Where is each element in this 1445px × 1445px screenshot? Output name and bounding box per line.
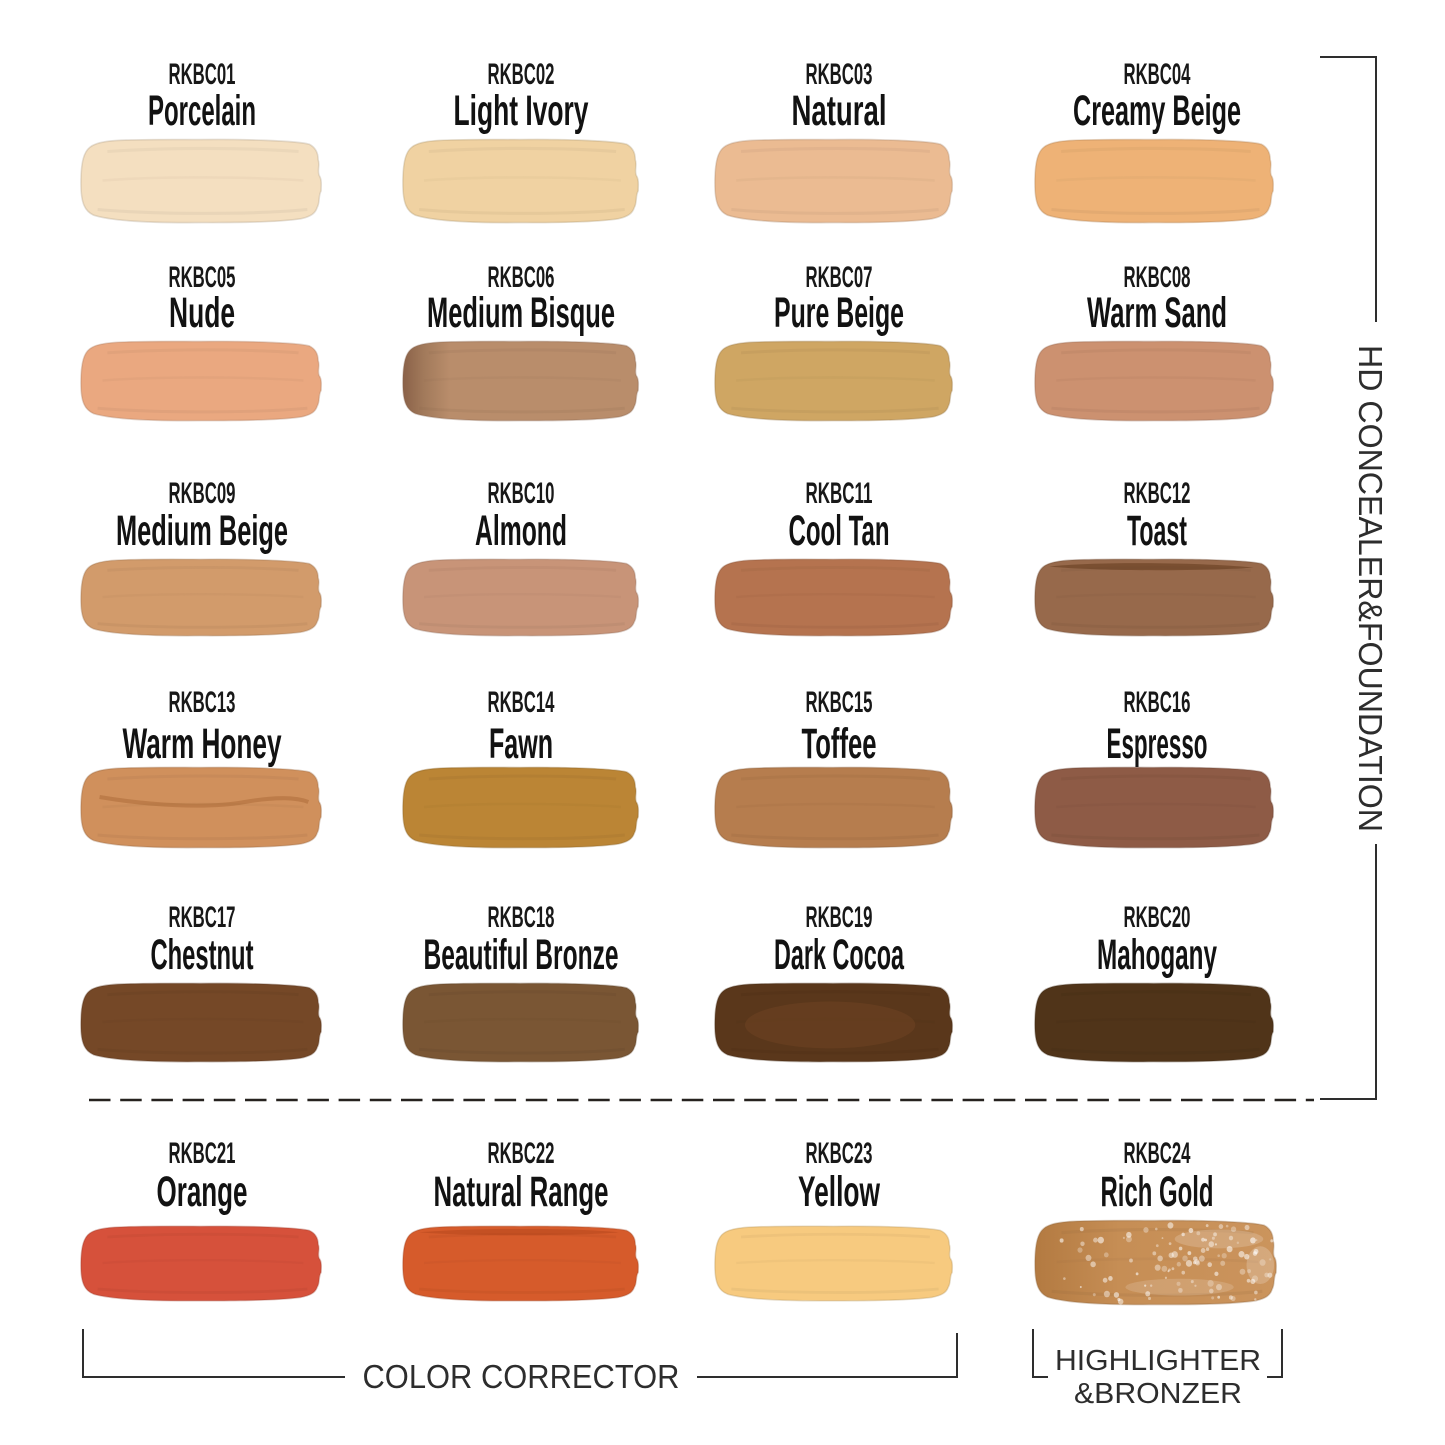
svg-text:Medium Bisque: Medium Bisque xyxy=(427,289,615,337)
svg-text:RKBC24: RKBC24 xyxy=(1124,1137,1191,1170)
svg-text:RKBC13: RKBC13 xyxy=(169,686,236,719)
svg-text:Nude: Nude xyxy=(169,289,235,337)
svg-text:RKBC14: RKBC14 xyxy=(488,686,555,719)
svg-text:RKBC05: RKBC05 xyxy=(169,261,236,294)
svg-text:Medium Beige: Medium Beige xyxy=(116,507,288,555)
svg-text:Porcelain: Porcelain xyxy=(148,87,256,135)
svg-text:Light Ivory: Light Ivory xyxy=(454,87,589,135)
svg-text:Creamy Beige: Creamy Beige xyxy=(1073,87,1241,135)
svg-text:Dark Cocoa: Dark Cocoa xyxy=(774,931,905,979)
svg-text:RKBC20: RKBC20 xyxy=(1124,901,1191,934)
svg-text:RKBC18: RKBC18 xyxy=(488,901,555,934)
svg-text:Almond: Almond xyxy=(475,507,567,555)
svg-text:RKBC08: RKBC08 xyxy=(1124,261,1191,294)
svg-text:RKBC22: RKBC22 xyxy=(488,1137,555,1170)
svg-text:RKBC21: RKBC21 xyxy=(169,1137,236,1170)
svg-text:Warm Sand: Warm Sand xyxy=(1087,289,1227,337)
svg-text:RKBC15: RKBC15 xyxy=(806,686,873,719)
svg-text:RKBC19: RKBC19 xyxy=(806,901,873,934)
svg-text:Toffee: Toffee xyxy=(802,720,877,768)
svg-text:Fawn: Fawn xyxy=(489,720,553,768)
svg-text:RKBC07: RKBC07 xyxy=(806,261,873,294)
svg-text:Toast: Toast xyxy=(1127,507,1187,555)
svg-text:Rich Gold: Rich Gold xyxy=(1101,1168,1214,1216)
svg-text:Yellow: Yellow xyxy=(798,1168,880,1216)
svg-text:Pure Beige: Pure Beige xyxy=(774,289,904,337)
svg-text:Chestnut: Chestnut xyxy=(151,931,254,979)
svg-text:RKBC03: RKBC03 xyxy=(806,58,873,91)
svg-text:RKBC10: RKBC10 xyxy=(488,477,555,510)
svg-text:Beautiful Bronze: Beautiful Bronze xyxy=(424,931,619,979)
svg-text:RKBC16: RKBC16 xyxy=(1124,686,1191,719)
svg-text:COLOR CORRECTOR: COLOR CORRECTOR xyxy=(363,1358,680,1395)
svg-text:RKBC06: RKBC06 xyxy=(488,261,555,294)
svg-text:Warm Honey: Warm Honey xyxy=(123,720,282,768)
svg-text:Cool Tan: Cool Tan xyxy=(789,507,890,555)
svg-text:RKBC12: RKBC12 xyxy=(1124,477,1191,510)
svg-text:Natural: Natural xyxy=(792,87,887,135)
svg-text:RKBC17: RKBC17 xyxy=(169,901,236,934)
svg-text:RKBC23: RKBC23 xyxy=(806,1137,873,1170)
svg-text:RKBC01: RKBC01 xyxy=(169,58,236,91)
svg-text:&BRONZER: &BRONZER xyxy=(1074,1378,1242,1410)
svg-text:RKBC09: RKBC09 xyxy=(169,477,236,510)
svg-text:Mahogany: Mahogany xyxy=(1097,931,1217,979)
svg-text:RKBC11: RKBC11 xyxy=(806,477,873,510)
svg-text:RKBC02: RKBC02 xyxy=(488,58,555,91)
svg-text:HD CONCEALER&FOUNDATION: HD CONCEALER&FOUNDATION xyxy=(1352,345,1389,832)
svg-text:RKBC04: RKBC04 xyxy=(1124,58,1191,91)
svg-text:HIGHLIGHTER: HIGHLIGHTER xyxy=(1055,1345,1261,1377)
svg-text:Natural Range: Natural Range xyxy=(434,1168,609,1216)
svg-text:Espresso: Espresso xyxy=(1107,720,1208,768)
svg-text:Orange: Orange xyxy=(157,1168,248,1216)
